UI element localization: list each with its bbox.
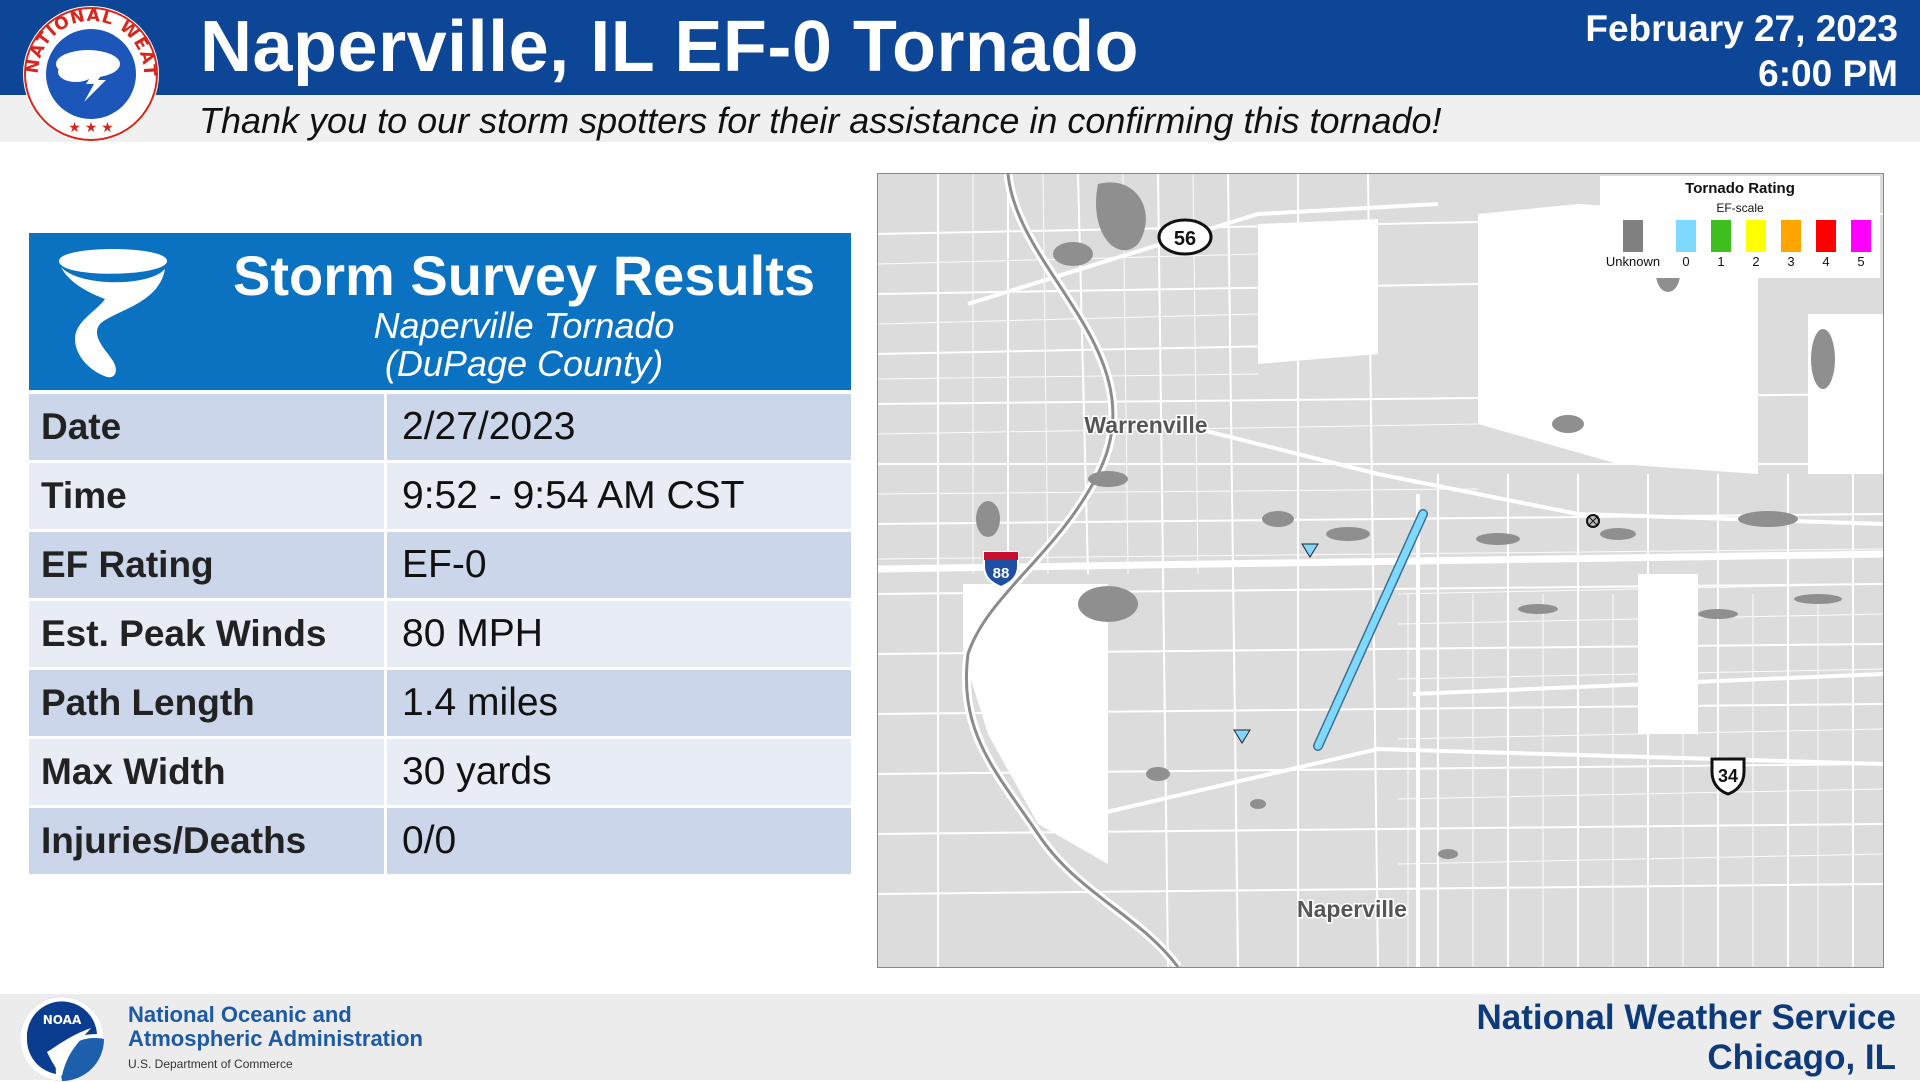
table-row: Est. Peak Winds 80 MPH: [29, 601, 851, 667]
us-34-shield[interactable]: 34: [1710, 757, 1746, 796]
table-row: EF Rating EF-0: [29, 532, 851, 598]
thank-you-subtitle: Thank you to our storm spotters for thei…: [199, 100, 1442, 141]
survey-county: (DuPage County): [384, 343, 664, 384]
nws-office-city: Chicago, IL: [1707, 1038, 1896, 1077]
row-value: 0/0: [402, 819, 457, 862]
noaa-name-line1: National Oceanic and: [128, 1002, 352, 1027]
row-value: 9:52 - 9:54 AM CST: [402, 474, 745, 517]
tornado-track-map[interactable]: 56 88 34 Warrenville Naperville: [877, 173, 1884, 968]
route-34-road: [1412, 672, 1883, 696]
row-value: EF-0: [402, 543, 487, 586]
street-grid: [878, 174, 1883, 967]
legend-label-ef5: 5: [1857, 254, 1865, 269]
open-area: [1258, 219, 1378, 364]
noaa-logo-icon: NOAA: [20, 997, 104, 1081]
table-row: Injuries/Deaths 0/0: [29, 808, 851, 874]
row-value: 1.4 miles: [402, 681, 559, 724]
header-date: February 27, 2023: [1585, 8, 1898, 49]
legend-subtitle: EF-scale: [1716, 201, 1764, 215]
row-label: Injuries/Deaths: [29, 808, 387, 874]
tornado-rating-legend: Tornado Rating EF-scale Unknown 0 1 2 3 …: [1600, 176, 1880, 278]
survey-title: Storm Survey Results: [233, 244, 815, 307]
table-row: Date 2/27/2023: [29, 394, 851, 460]
minor-streets: [878, 174, 1883, 967]
svg-text:★ ★ ★: ★ ★ ★: [68, 119, 113, 135]
row-label: EF Rating: [29, 532, 387, 598]
route-56-road: [967, 202, 1439, 306]
unknown-marker-hatch: [1588, 516, 1598, 526]
interstate-88-road: [878, 550, 1883, 573]
tornado-path-ef0: [1314, 510, 1427, 750]
interstate-88-label: 88: [993, 565, 1010, 582]
legend-title: Tornado Rating: [1685, 180, 1795, 197]
river-centerline: [965, 174, 1180, 967]
row-label: Path Length: [29, 670, 387, 736]
table-row: Max Width 30 yards: [29, 739, 851, 805]
route-56-shield[interactable]: 56: [1157, 218, 1213, 256]
us-34-label: 34: [1718, 766, 1738, 786]
legend-swatch-unknown: [1623, 220, 1643, 252]
row-value: 2/27/2023: [402, 405, 576, 448]
footer-bar: [0, 994, 1920, 1080]
table-row: Path Length 1.4 miles: [29, 670, 851, 736]
date-time: February 27, 2023 6:00 PM: [1585, 6, 1898, 96]
legend-label-ef3: 3: [1787, 254, 1795, 269]
survey-panel-header: Storm Survey Results Naperville Tornado …: [29, 233, 851, 390]
survey-name: Naperville Tornado: [373, 305, 675, 346]
noaa-department: U.S. Department of Commerce: [128, 1057, 293, 1071]
legend-swatch-ef3: [1781, 220, 1801, 252]
legend-label-ef1: 1: [1717, 254, 1725, 269]
road: [1177, 422, 1883, 526]
damage-point-marker[interactable]: [1301, 543, 1319, 558]
table-row: Time 9:52 - 9:54 AM CST: [29, 463, 851, 529]
row-label: Max Width: [29, 739, 387, 805]
legend-label-ef2: 2: [1752, 254, 1760, 269]
row-value: 30 yards: [402, 750, 552, 793]
row-label: Date: [29, 394, 387, 460]
map-canvas: 56 88 34 Warrenville Naperville: [878, 174, 1883, 967]
road: [1097, 746, 1883, 816]
legend-swatch-ef1: [1711, 220, 1731, 252]
interstate-88-shield[interactable]: 88: [983, 551, 1019, 589]
noaa-logo-text: NOAA: [43, 1013, 82, 1027]
page-title: Naperville, IL EF-0 Tornado: [200, 7, 1140, 87]
row-value: 80 MPH: [402, 612, 543, 655]
tornado-icon: [59, 249, 167, 378]
legend-swatch-ef4: [1816, 220, 1836, 252]
row-label: Est. Peak Winds: [29, 601, 387, 667]
open-area: [963, 584, 1108, 864]
subtitle-strip: [0, 95, 1920, 142]
nws-office-name: National Weather Service: [1476, 998, 1896, 1037]
damage-point-marker[interactable]: [1233, 729, 1251, 744]
place-label-warrenville: Warrenville: [1084, 412, 1207, 438]
route-56-label: 56: [1174, 228, 1196, 250]
legend-swatch-ef0: [1676, 220, 1696, 252]
legend-label-ef0: 0: [1682, 254, 1690, 269]
legend-swatch-ef2: [1746, 220, 1766, 252]
legend-label-unknown: Unknown: [1605, 254, 1661, 269]
legend-swatch-ef5: [1851, 220, 1871, 252]
legend-label-ef4: 4: [1822, 254, 1830, 269]
place-label-naperville: Naperville: [1297, 896, 1407, 922]
nws-logo-icon: NATIONAL WEATHER SERVICE ★ ★ ★: [16, 2, 159, 142]
noaa-name-line2: Atmospheric Administration: [128, 1026, 423, 1051]
row-label: Time: [29, 463, 387, 529]
header-time: 6:00 PM: [1758, 53, 1898, 94]
header-bar: [0, 0, 1920, 95]
